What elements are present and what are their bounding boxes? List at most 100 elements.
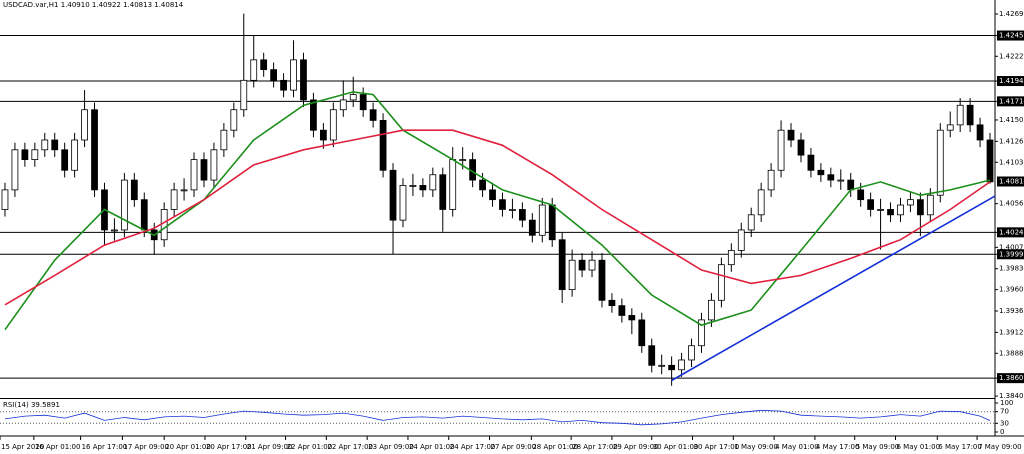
candle-body	[588, 259, 596, 271]
y-tick-label: 1.42220	[999, 52, 1024, 60]
candle-body	[300, 59, 307, 101]
last-price-box	[997, 176, 1024, 187]
candle-body	[489, 189, 496, 201]
level-label-box	[997, 96, 1024, 107]
candle-body	[71, 139, 79, 171]
candle-body	[548, 204, 556, 241]
candle-body	[538, 204, 546, 236]
candle-body	[727, 250, 735, 266]
candle-body	[528, 219, 536, 236]
x-tick-label: 20 Apr 17:00	[206, 443, 252, 451]
level-label-box	[997, 249, 1024, 260]
candle-body	[618, 305, 626, 316]
rsi-y-tick-label: 0	[1000, 428, 1004, 436]
rsi-label: RSI(14) 39.5891	[3, 401, 60, 409]
candle-body	[688, 345, 695, 361]
x-tick-label: 30 Apr 01:00	[653, 443, 699, 451]
candle-body	[698, 319, 705, 347]
candle-body	[111, 229, 118, 232]
x-tick-label: 29 Apr 09:00	[613, 443, 659, 451]
y-tick-label: 1.41265	[999, 137, 1024, 145]
rsi-y-tick-label: 100	[1000, 399, 1013, 407]
candle-body	[190, 159, 198, 191]
y-tick-label: 1.41505	[999, 116, 1024, 124]
candle-body	[290, 59, 297, 91]
candle-body	[339, 99, 347, 111]
candle-body	[41, 139, 49, 151]
candle-body	[210, 149, 218, 181]
candle-body	[429, 174, 437, 191]
candle-body	[120, 179, 128, 231]
candle-body	[130, 179, 138, 201]
x-tick-label: 16 Apr 17:00	[82, 443, 128, 451]
candle-body	[349, 94, 357, 101]
candle-body	[767, 169, 775, 191]
rsi-line	[4, 409, 991, 426]
candle-body	[628, 315, 636, 321]
candle-body	[379, 120, 387, 171]
candle-body	[439, 174, 447, 210]
candle-body	[230, 109, 238, 131]
candle-body	[986, 139, 994, 183]
y-tick-label: 1.38885	[999, 349, 1024, 357]
x-tick-label: 15 Apr 2020	[1, 443, 44, 451]
x-tick-label: 1 May 09:00	[734, 443, 778, 451]
y-tick-label: 1.40075	[999, 243, 1024, 251]
candle-body	[310, 99, 317, 131]
x-tick-label: 6 May 17:00	[938, 443, 982, 451]
x-tick-label: 30 Apr 17:00	[694, 443, 740, 451]
candle-body	[91, 109, 98, 191]
y-tick-label: 1.40565	[999, 200, 1024, 208]
y-tick-label: 1.39120	[999, 328, 1024, 336]
candle-body	[270, 69, 278, 81]
x-tick-label: 6 May 01:00	[897, 443, 941, 451]
candle-body	[907, 199, 914, 206]
candle-body	[11, 149, 19, 191]
candle-body	[499, 199, 506, 210]
candle-body	[867, 199, 875, 210]
candle-body	[787, 129, 795, 141]
candle-body	[51, 139, 59, 151]
x-tick-label: 5 May 09:00	[856, 443, 900, 451]
candle-body	[916, 199, 924, 216]
candle-body	[31, 149, 39, 160]
candle-body	[578, 259, 586, 271]
x-tick-label: 24 Apr 01:00	[409, 443, 455, 451]
candle-body	[170, 189, 178, 210]
candle-body	[757, 189, 765, 216]
candle-body	[449, 159, 457, 210]
x-tick-label: 21 Apr 09:00	[247, 443, 293, 451]
rsi-y-tick-label: 70	[1000, 408, 1009, 416]
candle-body	[21, 149, 29, 160]
candle-body	[608, 299, 616, 307]
candle-body	[250, 59, 258, 81]
x-tick-label: 27 Apr 09:00	[491, 443, 537, 451]
candle-body	[459, 159, 467, 161]
y-tick-label: 1.41942	[999, 77, 1024, 85]
y-tick-label: 1.42453	[999, 32, 1024, 40]
candle-body	[797, 139, 805, 156]
candle-body	[359, 94, 367, 111]
candle-body	[708, 299, 715, 321]
x-tick-label: 24 Apr 17:00	[450, 443, 496, 451]
level-label-box	[997, 373, 1024, 384]
x-tick-label: 16 Apr 01:00	[35, 443, 81, 451]
candle-body	[61, 149, 69, 171]
y-tick-label: 1.40243	[999, 228, 1024, 236]
candle-body	[140, 199, 148, 231]
candle-body	[518, 209, 526, 221]
chart-title: USDCAD.var,H1 1.40910 1.40922 1.40813 1.…	[3, 1, 184, 9]
x-tick-label: 4 May 01:00	[775, 443, 819, 451]
x-tick-label: 17 Apr 09:00	[123, 443, 169, 451]
candle-body	[807, 154, 815, 171]
x-tick-label: 28 Apr 01:00	[532, 443, 578, 451]
candle-body	[180, 189, 188, 192]
x-tick-label: 28 Apr 17:00	[572, 443, 618, 451]
y-tick-label: 1.42695	[999, 10, 1024, 18]
candle-body	[976, 124, 984, 141]
candle-body	[558, 239, 566, 291]
candle-body	[220, 129, 228, 151]
candle-body	[419, 185, 427, 191]
candle-body	[409, 185, 417, 187]
